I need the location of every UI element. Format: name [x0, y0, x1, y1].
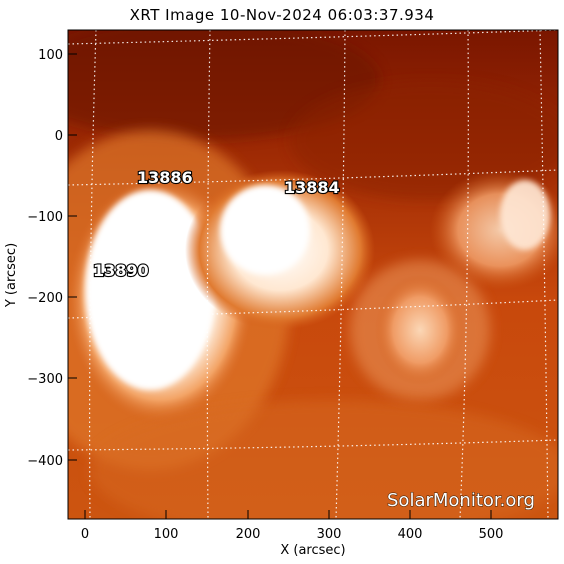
x-tick-label: 500	[479, 527, 504, 542]
x-tick-label: 200	[236, 527, 261, 542]
y-tick-label: −100	[27, 210, 63, 225]
active-region-label: 13886	[137, 168, 193, 187]
x-tick-label: 400	[398, 527, 423, 542]
x-tick-label: 0	[81, 527, 89, 542]
x-axis-label: X (arcsec)	[280, 543, 345, 558]
active-region-label: 13884	[284, 178, 340, 197]
x-tick-label: 100	[154, 527, 179, 542]
y-tick-label: 100	[38, 48, 63, 63]
heliographic-grid	[68, 30, 558, 519]
y-tick-label: −200	[27, 291, 63, 306]
active-region-label: 13890	[93, 261, 149, 280]
y-tick-label: 0	[55, 129, 63, 144]
y-tick-label: −400	[27, 454, 63, 469]
xrt-image	[68, 30, 558, 519]
plot-frame	[67, 29, 559, 520]
axis-ticks	[68, 53, 492, 519]
image-title: XRT Image 10-Nov-2024 06:03:37.934	[129, 6, 435, 24]
y-tick-label: −300	[27, 372, 63, 387]
x-tick-label: 300	[317, 527, 342, 542]
y-axis-label: Y (arcsec)	[4, 243, 19, 308]
solarmonitor-watermark: SolarMonitor.org	[387, 490, 535, 511]
